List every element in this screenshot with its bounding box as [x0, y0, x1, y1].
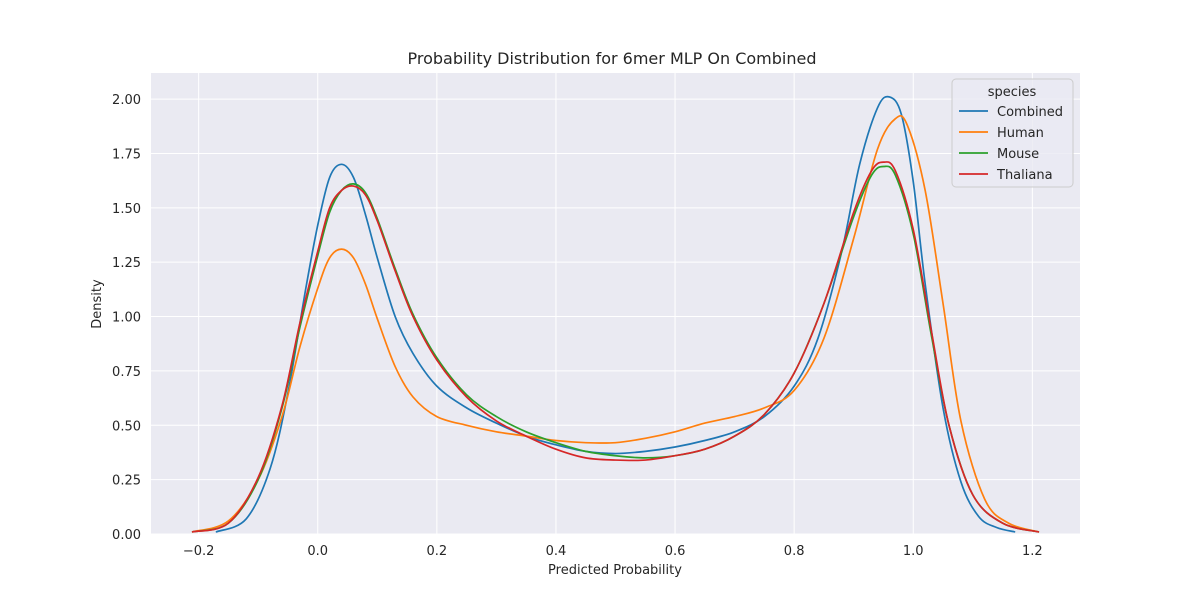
- legend-entries: Combined Human Mouse Thaliana: [959, 105, 1063, 183]
- x-tick-label: 0.6: [665, 544, 686, 559]
- x-tick-label: 0.4: [546, 544, 567, 559]
- series-line-thaliana: [191, 161, 1040, 533]
- y-tick-label: 0.00: [112, 528, 141, 543]
- legend: species Combined Human Mouse Thaliana: [951, 78, 1074, 188]
- legend-title: species: [988, 85, 1037, 100]
- plot-area: [151, 73, 1080, 534]
- x-tick-label: 0.8: [784, 544, 805, 559]
- x-tick-labels: −0.2 0.0 0.2 0.4 0.6 0.8 1.0 1.2: [183, 544, 1043, 559]
- y-tick-label: 0.75: [112, 365, 141, 380]
- y-axis-label: Density: [90, 279, 105, 329]
- legend-box: [951, 78, 1074, 188]
- series-lines: [191, 95, 1040, 533]
- legend-label-mouse: Mouse: [997, 147, 1039, 162]
- x-tick-label: 0.0: [307, 544, 328, 559]
- series-line-mouse: [191, 165, 1040, 533]
- y-tick-labels: 0.00 0.25 0.50 0.75 1.00 1.25 1.50 1.75 2.00: [112, 93, 141, 543]
- legend-label-thaliana: Thaliana: [996, 168, 1053, 183]
- x-tick-label: 1.0: [903, 544, 924, 559]
- y-tick-label: 0.50: [112, 419, 141, 434]
- grid-lines: [151, 73, 1080, 535]
- x-axis-label: Predicted Probability: [548, 563, 682, 578]
- series-line-combined: [215, 95, 1016, 533]
- y-tick-label: 1.00: [112, 311, 141, 326]
- y-tick-label: 1.50: [112, 202, 141, 217]
- y-tick-label: 1.25: [112, 256, 141, 271]
- chart-title: Probability Distribution for 6mer MLP On…: [407, 49, 816, 68]
- y-tick-label: 2.00: [112, 93, 141, 108]
- x-tick-label: 0.2: [427, 544, 448, 559]
- series-line-human: [191, 114, 1040, 533]
- y-tick-label: 1.75: [112, 147, 141, 162]
- x-tick-label: −0.2: [183, 544, 215, 559]
- legend-label-human: Human: [997, 126, 1044, 141]
- x-tick-label: 1.2: [1022, 544, 1043, 559]
- y-tick-label: 0.25: [112, 474, 141, 489]
- legend-label-combined: Combined: [997, 105, 1063, 120]
